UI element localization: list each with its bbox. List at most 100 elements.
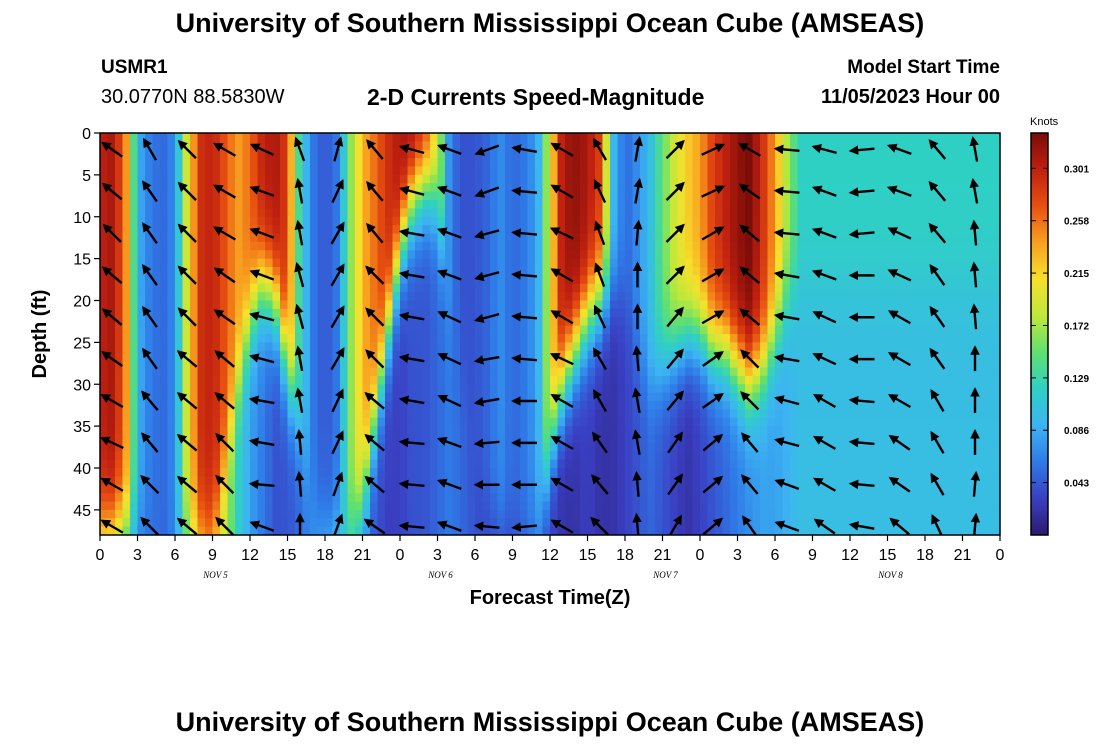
heatmap-cell: [392, 392, 401, 402]
heatmap-cell: [317, 141, 326, 151]
heatmap-cell: [505, 225, 514, 235]
heatmap-cell: [205, 300, 214, 310]
heatmap-cell: [707, 241, 716, 251]
heatmap-cell: [557, 493, 566, 503]
heatmap-cell: [617, 216, 626, 226]
heatmap-cell: [137, 300, 146, 310]
heatmap-cell: [775, 292, 784, 302]
heatmap-cell: [602, 149, 611, 159]
heatmap-cell: [827, 384, 836, 394]
heatmap-cell: [707, 451, 716, 461]
heatmap-cell: [152, 451, 161, 461]
heatmap-cell: [377, 241, 386, 251]
heatmap-cell: [220, 149, 229, 159]
heatmap-cell: [677, 283, 686, 293]
heatmap-cell: [662, 442, 671, 452]
heatmap-cell: [557, 509, 566, 519]
heatmap-cell: [655, 367, 664, 377]
heatmap-cell: [272, 334, 281, 343]
heatmap-cell: [610, 359, 619, 369]
heatmap-cell: [677, 526, 686, 535]
heatmap-cell: [737, 191, 746, 201]
heatmap-cell: [565, 216, 574, 226]
heatmap-cell: [257, 459, 266, 469]
heatmap-cell: [452, 384, 461, 394]
heatmap-cell: [460, 384, 469, 394]
heatmap-cell: [572, 426, 581, 436]
heatmap-cell: [580, 459, 589, 469]
heatmap-cell: [857, 375, 866, 385]
heatmap-cell: [580, 208, 589, 218]
heatmap-cell: [370, 216, 379, 226]
heatmap-cell: [782, 526, 791, 535]
heatmap-cell: [430, 292, 439, 302]
heatmap-cell: [685, 493, 694, 503]
heatmap-cell: [167, 468, 176, 477]
heatmap-cell: [730, 417, 739, 427]
heatmap-cell: [505, 334, 514, 343]
heatmap-cell: [842, 484, 851, 494]
heatmap-cell: [520, 208, 529, 218]
heatmap-cell: [295, 417, 304, 427]
heatmap-cell: [130, 451, 139, 461]
heatmap-cell: [835, 442, 844, 452]
heatmap-cell: [527, 476, 536, 486]
heatmap-cell: [497, 359, 506, 369]
heatmap-cell: [152, 417, 161, 427]
heatmap-cell: [797, 241, 806, 251]
heatmap-cell: [730, 241, 739, 251]
heatmap-cell: [760, 200, 769, 209]
heatmap-cell: [347, 409, 356, 419]
heatmap-cell: [355, 158, 364, 168]
heatmap-cell: [505, 216, 514, 226]
heatmap-cell: [790, 250, 799, 260]
heatmap-cell: [340, 493, 349, 503]
heatmap-cell: [640, 292, 649, 302]
heatmap-cell: [490, 208, 499, 218]
heatmap-cell: [332, 233, 341, 243]
heatmap-cell: [422, 250, 431, 260]
heatmap-cell: [872, 392, 881, 402]
heatmap-cell: [190, 409, 199, 419]
heatmap-cell: [842, 367, 851, 377]
heatmap-cell: [632, 459, 641, 469]
heatmap-cell: [145, 409, 154, 419]
heatmap-cell: [475, 292, 484, 302]
heatmap-cell: [542, 275, 551, 285]
heatmap-cell: [377, 317, 386, 327]
heatmap-cell: [700, 141, 709, 151]
heatmap-cell: [460, 417, 469, 427]
heatmap-cell: [497, 384, 506, 394]
heatmap-cell: [160, 334, 169, 343]
heatmap-cell: [715, 166, 724, 176]
heatmap-cell: [467, 325, 476, 335]
heatmap-cell: [790, 375, 799, 385]
heatmap-cell: [182, 174, 191, 184]
heatmap-cell: [482, 283, 491, 293]
heatmap-cell: [700, 501, 709, 511]
heatmap-cell: [430, 392, 439, 402]
heatmap-cell: [842, 158, 851, 168]
heatmap-cell: [115, 250, 124, 260]
heatmap-cell: [632, 359, 641, 369]
heatmap-cell: [235, 359, 244, 369]
heatmap-cell: [820, 317, 829, 327]
heatmap-cell: [197, 300, 206, 310]
heatmap-cell: [602, 384, 611, 394]
heatmap-cell: [190, 375, 199, 385]
heatmap-cell: [655, 267, 664, 276]
heatmap-cell: [715, 250, 724, 260]
heatmap-cell: [317, 350, 326, 360]
heatmap-cell: [685, 241, 694, 251]
heatmap-cell: [287, 166, 296, 176]
heatmap-cell: [857, 308, 866, 318]
heatmap-cell: [452, 325, 461, 335]
heatmap-cell: [610, 317, 619, 327]
heatmap-cell: [655, 208, 664, 218]
heatmap-cell: [340, 208, 349, 218]
heatmap-cell: [820, 141, 829, 151]
heatmap-cell: [242, 225, 251, 235]
heatmap-cell: [160, 409, 169, 419]
heatmap-cell: [122, 300, 131, 310]
heatmap-cell: [580, 493, 589, 503]
